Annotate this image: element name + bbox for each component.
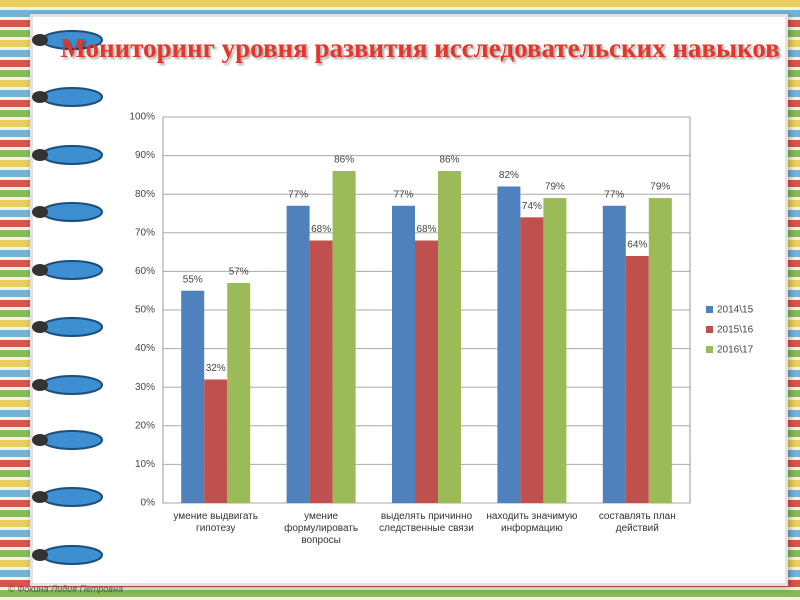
ring-hole xyxy=(32,549,48,561)
y-tick-label: 80% xyxy=(135,189,155,200)
value-label: 32% xyxy=(206,363,226,374)
y-tick-label: 20% xyxy=(135,420,155,431)
ring-hole xyxy=(32,434,48,446)
value-label: 86% xyxy=(439,155,459,166)
bar xyxy=(415,240,438,503)
chart-title: Мониторинг уровня развития исследователь… xyxy=(60,33,780,63)
ring xyxy=(41,145,103,165)
value-label: 64% xyxy=(627,240,647,251)
y-tick-label: 0% xyxy=(141,498,156,509)
value-label: 79% xyxy=(545,182,565,193)
ring xyxy=(41,202,103,222)
y-tick-label: 70% xyxy=(135,227,155,238)
ring xyxy=(41,317,103,337)
legend-label: 2016\17 xyxy=(717,345,754,356)
bar xyxy=(204,379,228,503)
x-tick-label: составлять план действий xyxy=(598,511,676,534)
ring-hole xyxy=(32,491,48,503)
ring xyxy=(41,545,103,565)
ring-hole xyxy=(32,379,48,391)
value-label: 68% xyxy=(416,224,436,235)
bar xyxy=(520,217,544,504)
bar xyxy=(497,186,521,504)
y-tick-label: 40% xyxy=(135,343,155,354)
ring-hole xyxy=(32,34,48,46)
y-tick-label: 50% xyxy=(135,305,155,316)
value-label: 68% xyxy=(311,224,331,235)
ring xyxy=(41,487,103,507)
bar xyxy=(227,282,251,503)
legend-swatch xyxy=(706,306,713,313)
legend-swatch xyxy=(706,326,713,333)
value-label: 77% xyxy=(604,189,624,200)
bar xyxy=(648,198,672,503)
x-tick-label: выделять причинно следственные связи xyxy=(379,511,474,534)
bar xyxy=(309,240,333,503)
value-label: 74% xyxy=(522,201,542,212)
value-label: 77% xyxy=(393,189,413,200)
y-tick-label: 90% xyxy=(135,150,155,161)
ring xyxy=(41,87,103,107)
legend-label: 2014\15 xyxy=(717,305,754,316)
value-label: 79% xyxy=(650,182,670,193)
ring-hole xyxy=(32,91,48,103)
x-tick-label: находить значимую информацию xyxy=(486,511,578,534)
legend-swatch xyxy=(706,346,713,353)
y-tick-label: 10% xyxy=(135,459,155,470)
bar xyxy=(286,205,310,503)
value-label: 77% xyxy=(288,189,308,200)
ring-hole xyxy=(32,206,48,218)
value-label: 57% xyxy=(229,267,249,278)
value-label: 55% xyxy=(183,274,203,285)
x-tick-label: умение выдвигать гипотезу xyxy=(173,511,258,534)
bar xyxy=(625,255,649,503)
ring-hole xyxy=(32,264,48,276)
bar xyxy=(181,290,205,503)
legend-label: 2015\16 xyxy=(717,325,754,336)
bar xyxy=(602,205,626,503)
bar xyxy=(392,205,415,503)
y-tick-label: 60% xyxy=(135,266,155,277)
bar xyxy=(332,171,356,504)
ring xyxy=(41,430,103,450)
ring-hole xyxy=(32,149,48,161)
bar xyxy=(438,171,461,504)
y-tick-label: 100% xyxy=(129,112,155,123)
value-label: 86% xyxy=(334,155,354,166)
bar xyxy=(543,198,567,503)
footer: © Фокина Лидия Петровна xyxy=(8,584,123,594)
x-tick-label: умение формулировать вопросы xyxy=(284,511,359,546)
ring xyxy=(41,260,103,280)
ring-hole xyxy=(32,321,48,333)
ring xyxy=(41,375,103,395)
value-label: 82% xyxy=(499,170,519,181)
y-tick-label: 30% xyxy=(135,382,155,393)
